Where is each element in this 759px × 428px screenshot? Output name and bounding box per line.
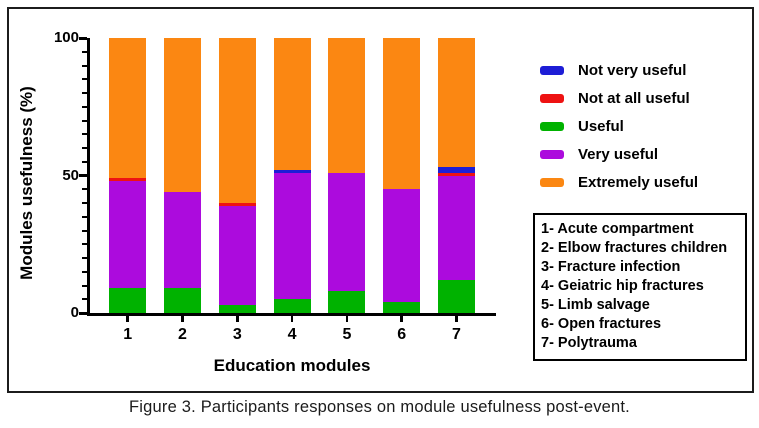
x-tick-label: 3	[232, 326, 242, 343]
y-axis-minor-tick	[82, 284, 87, 287]
bar-module-1-segment-not-at-all-useful	[109, 178, 147, 181]
y-axis-minor-tick	[82, 243, 87, 246]
x-tick-label: 7	[452, 326, 461, 343]
y-tick-label: 100	[53, 29, 79, 46]
y-axis-line	[87, 38, 90, 316]
y-axis-minor-tick	[82, 133, 87, 136]
x-axis-tick	[290, 316, 294, 322]
bar-module-2-segment-extremely-useful	[164, 38, 201, 192]
legend-item-very-useful: Very useful	[540, 145, 698, 163]
x-axis-tick	[400, 316, 403, 322]
module-list-item: 4- Geiatric hip fractures	[541, 278, 704, 294]
legend-label: Not at all useful	[578, 89, 690, 107]
x-axis-tick	[345, 316, 349, 322]
legend-item-not-at-all-useful: Not at all useful	[540, 89, 698, 107]
bar-module-4-segment-very-useful	[273, 172, 311, 300]
module-list-item: 3- Fracture infection	[541, 259, 681, 275]
x-tick-label: 6	[397, 326, 407, 343]
y-axis-major-tick	[79, 311, 87, 315]
bar-module-7-segment-not-very-useful	[438, 167, 475, 173]
bar-module-7-segment-very-useful	[438, 175, 475, 280]
legend-label: Very useful	[578, 145, 659, 163]
bar-module-5-segment-useful	[328, 291, 366, 313]
x-axis-line	[87, 313, 496, 316]
extremely-useful-swatch	[540, 177, 564, 187]
x-axis-tick	[455, 316, 458, 322]
bar-module-5-segment-very-useful	[328, 172, 366, 291]
x-axis-title: Education modules	[213, 356, 371, 375]
x-tick-label: 2	[178, 326, 187, 343]
figure-caption: Figure 3. Participants responses on modu…	[129, 398, 630, 416]
y-axis-minor-tick	[82, 202, 87, 204]
module-list-item: 2- Elbow fractures children	[541, 240, 728, 256]
x-tick-label: 1	[123, 326, 133, 343]
very-useful-swatch	[540, 149, 564, 159]
legend-item-not-very-useful: Not very useful	[540, 61, 698, 79]
bar-module-7-segment-useful	[438, 280, 475, 313]
y-axis-minor-tick	[82, 50, 87, 53]
y-axis-minor-tick	[82, 64, 87, 67]
bar-module-2-segment-useful	[164, 288, 201, 313]
y-axis-minor-tick	[82, 229, 87, 232]
y-tick-label: 0	[70, 304, 79, 321]
not-at-all-useful-swatch	[540, 93, 564, 103]
x-tick-label: 5	[342, 326, 352, 343]
y-axis-minor-tick	[82, 92, 87, 94]
y-axis-minor-tick	[82, 119, 87, 122]
y-axis-minor-tick	[82, 188, 87, 191]
y-axis-minor-tick	[82, 160, 87, 163]
legend-item-extremely-useful: Extremely useful	[540, 173, 699, 191]
legend-label: Not very useful	[578, 61, 687, 79]
bar-module-1-segment-useful	[109, 288, 147, 313]
bar-module-7-segment-extremely-useful	[438, 38, 475, 168]
y-axis-major-tick	[79, 174, 87, 177]
bar-module-6-segment-extremely-useful	[383, 38, 421, 190]
module-list-item: 5- Limb salvage	[541, 297, 650, 313]
y-axis-minor-tick	[82, 298, 87, 301]
y-axis-minor-tick	[82, 257, 87, 259]
modules-list-box: 1- Acute compartment 2- Elbow fractures c…	[533, 213, 747, 361]
chart-legend: Not very useful Not at all useful Useful Ve…	[540, 62, 698, 202]
not-very-useful-swatch	[540, 65, 564, 75]
bar-module-1-segment-extremely-useful	[109, 38, 147, 179]
y-axis-minor-tick	[82, 147, 87, 149]
module-list-item: 7- Polytrauma	[541, 335, 637, 351]
bar-module-4-segment-useful	[273, 299, 311, 313]
bar-module-3-segment-useful	[218, 304, 256, 313]
bar-module-6-segment-useful	[383, 302, 421, 313]
y-axis-minor-tick	[82, 270, 87, 273]
bar-module-4-segment-extremely-useful	[273, 38, 311, 170]
bar-module-6-segment-very-useful	[383, 189, 421, 302]
legend-label: Useful	[578, 117, 624, 135]
bar-module-1-segment-very-useful	[109, 181, 147, 289]
bar-module-2-segment-very-useful	[164, 192, 201, 289]
x-axis-tick	[181, 316, 184, 322]
module-list-item: 1- Acute compartment	[541, 221, 694, 237]
bar-module-3-segment-very-useful	[218, 205, 256, 305]
bar-module-7-segment-not-at-all-useful	[438, 172, 475, 176]
bar-module-4-segment-not-very-useful	[273, 170, 311, 173]
y-axis-minor-tick	[82, 78, 87, 81]
bar-module-3-segment-not-at-all-useful	[218, 203, 256, 206]
bar-module-5-segment-extremely-useful	[328, 38, 366, 173]
x-axis-tick	[126, 316, 129, 322]
y-axis-major-tick	[79, 36, 87, 40]
x-tick-label: 4	[287, 326, 297, 343]
useful-swatch	[540, 121, 564, 131]
legend-label: Extremely useful	[578, 173, 699, 191]
y-axis-title: Modules usefulness (%)	[17, 86, 36, 280]
y-tick-label: 50	[62, 166, 79, 184]
y-axis-minor-tick	[82, 105, 87, 108]
bar-module-3-segment-extremely-useful	[218, 38, 256, 203]
x-axis-tick	[236, 316, 239, 322]
y-axis-minor-tick	[82, 215, 87, 218]
legend-item-useful: Useful	[540, 117, 698, 135]
module-list-item: 6- Open fractures	[541, 316, 662, 332]
